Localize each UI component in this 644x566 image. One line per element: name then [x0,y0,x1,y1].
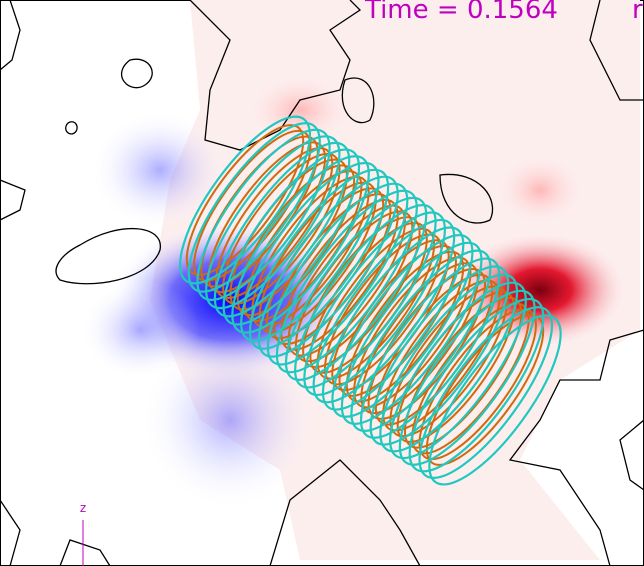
outer-coil [408,297,545,473]
outer-coil [379,273,519,453]
inner-coil [214,147,334,299]
outer-coil [340,241,483,425]
inner-coil [360,262,479,415]
time-label-cut: r [632,0,643,25]
outer-coil [331,234,474,418]
outer-coil [257,175,399,358]
outer-coil [187,122,321,293]
outer-coil [179,115,311,285]
outer-coil [321,226,465,411]
outer-coil [398,289,536,466]
inner-coil [316,227,436,380]
outer-coil [294,204,437,389]
inner-coil [382,279,501,432]
outer-coil [213,141,351,318]
outer-coil [350,249,492,432]
axis-label: z [80,501,86,515]
inner-coil [185,124,305,276]
outer-coil [418,306,554,479]
outer-coil [266,182,409,366]
outer-coil [240,161,380,342]
inner-coil [389,285,508,438]
outer-coil [248,168,390,350]
inner-coil [222,152,341,305]
outer-coil [205,135,341,310]
inner-coil [418,308,537,461]
outer-coil [428,314,562,486]
inner-coil [258,181,377,334]
inner-coil [251,175,370,328]
outer-coil [312,218,456,404]
inner-coil [280,198,399,351]
outer-coil [284,196,428,381]
outer-coil [275,189,418,374]
outer-coil [303,211,446,397]
outer-coil [231,155,370,334]
inner-coil [323,233,443,386]
outer-coil [369,265,510,446]
outer-coil [359,257,501,439]
inner-coil [353,256,472,409]
flux-rope [179,115,562,486]
outer-coil [222,148,361,326]
time-label: Time = 0.1564 [364,0,558,25]
outer-coil [196,128,331,301]
inner-coil [287,204,407,357]
outer-coil [389,281,527,460]
